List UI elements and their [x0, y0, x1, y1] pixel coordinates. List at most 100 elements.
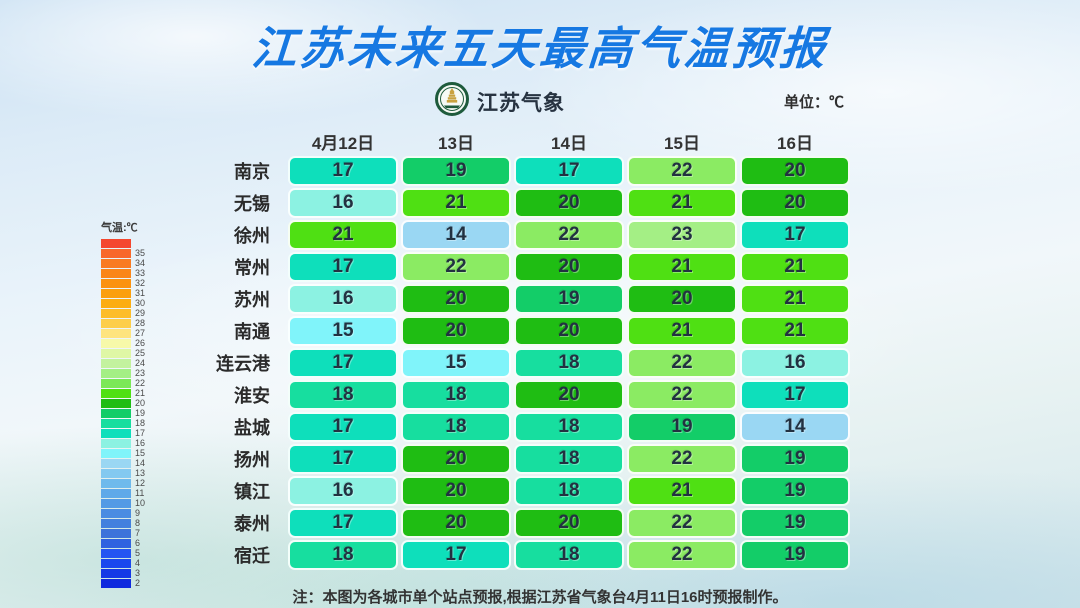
- legend-swatch: [101, 408, 131, 418]
- temp-cell: 17: [288, 412, 398, 442]
- legend-entry: 33: [101, 268, 145, 278]
- temp-cell: 19: [627, 412, 737, 442]
- temp-cell: 18: [514, 540, 624, 570]
- temp-cell: 21: [627, 188, 737, 218]
- temp-cell: 17: [740, 380, 850, 410]
- legend-entry: 15: [101, 448, 145, 458]
- legend-label: 5: [135, 547, 141, 558]
- legend-label: 29: [135, 307, 146, 318]
- temp-cell: 16: [740, 348, 850, 378]
- legend-label: 15: [135, 447, 146, 458]
- legend-label: 10: [135, 497, 146, 508]
- legend-entry: 26: [101, 338, 145, 348]
- city-label: 淮安: [234, 386, 270, 406]
- legend-swatch: [101, 438, 131, 448]
- city-label: 南京: [234, 162, 270, 182]
- temp-cell: 14: [401, 220, 511, 250]
- city-label: 徐州: [234, 226, 270, 246]
- temp-cell: 19: [740, 476, 850, 506]
- legend-label: 27: [135, 327, 146, 338]
- legend-swatch: [101, 468, 131, 478]
- brand-bar: 江苏气象: [0, 82, 1000, 121]
- city-label: 泰州: [234, 514, 270, 534]
- legend-entry: 19: [101, 408, 145, 418]
- legend-entry: 2: [101, 578, 145, 588]
- legend-entry: 34: [101, 258, 145, 268]
- city-label: 连云港: [216, 354, 270, 374]
- temp-cell: 18: [288, 540, 398, 570]
- legend-label: 32: [135, 277, 146, 288]
- temp-cell: 20: [514, 252, 624, 282]
- legend-swatch: [101, 248, 131, 258]
- legend-entry: 14: [101, 458, 145, 468]
- legend-swatch: [101, 568, 131, 578]
- legend-entry: 24: [101, 358, 145, 368]
- temp-cell: 20: [401, 316, 511, 346]
- legend-label: 25: [135, 347, 146, 358]
- legend-label: 18: [135, 417, 146, 428]
- temp-cell: 17: [288, 252, 398, 282]
- page-title: 江苏未来五天最高气温预报: [249, 23, 830, 74]
- legend-swatch: [101, 378, 131, 388]
- legend-entry: 18: [101, 418, 145, 428]
- legend-label: 30: [135, 297, 146, 308]
- legend-label: 20: [135, 397, 146, 408]
- temp-cell: 19: [514, 284, 624, 314]
- legend-entry: 22: [101, 378, 145, 388]
- temp-cell: 20: [401, 508, 511, 538]
- temp-cell: 20: [514, 316, 624, 346]
- legend-entry: 17: [101, 428, 145, 438]
- legend-swatch: [101, 548, 131, 558]
- legend-swatch: [101, 268, 131, 278]
- legend-entry: 6: [101, 538, 145, 548]
- table-body: 南京 17 19 17 22 20 无锡 16 21 20 21 20 徐州 21 14 22 23 17 常州 17…: [180, 155, 853, 571]
- temp-cell: 21: [740, 284, 850, 314]
- legend-swatch: [101, 478, 131, 488]
- city-label: 南通: [234, 322, 270, 342]
- forecast-table: 4月12日 13日 14日 15日 16日 南京 17 19 17 22 20 无锡 16 21 20 21…: [180, 128, 853, 571]
- legend-swatch: [101, 308, 131, 318]
- legend-entry: 29: [101, 308, 145, 318]
- city-label: 苏州: [234, 290, 270, 310]
- table-corner: [180, 128, 288, 155]
- legend-label: 12: [135, 477, 146, 488]
- temp-cell: 21: [288, 220, 398, 250]
- temp-cell: 20: [627, 284, 737, 314]
- temperature-legend: 气温:℃ 35 34 33 32 31 30 29 28 27 26 25 24 23 22 21 20 19 1…: [101, 219, 145, 588]
- temp-cell: 22: [627, 156, 737, 186]
- temp-cell: 15: [288, 316, 398, 346]
- legend-swatch: [101, 368, 131, 378]
- temp-cell: 20: [740, 156, 850, 186]
- legend-label: 21: [135, 387, 146, 398]
- legend-swatch: [101, 518, 131, 528]
- temp-cell: 18: [514, 476, 624, 506]
- legend-swatch: [101, 528, 131, 538]
- temp-cell: 19: [740, 444, 850, 474]
- legend-label: 22: [135, 377, 146, 388]
- legend-entry: 16: [101, 438, 145, 448]
- legend-label: 16: [135, 437, 146, 448]
- temp-cell: 17: [401, 540, 511, 570]
- footnote: 注：本图为各城市单个站点预报,根据江苏省气象台4月11日16时预报制作。: [292, 589, 788, 606]
- legend-swatch: [101, 418, 131, 428]
- legend-entry: 10: [101, 498, 145, 508]
- legend-swatch: [101, 458, 131, 468]
- column-header-date: 4月12日: [311, 134, 375, 153]
- temp-cell: 17: [514, 156, 624, 186]
- legend-swatch: [101, 238, 131, 248]
- temp-cell: 21: [401, 188, 511, 218]
- legend-swatch: [101, 488, 131, 498]
- temp-cell: 20: [514, 188, 624, 218]
- column-header-date: 13日: [438, 134, 474, 153]
- legend-swatch: [101, 258, 131, 268]
- legend-label: 19: [135, 407, 146, 418]
- legend-title: 气温:℃: [101, 222, 138, 234]
- legend-swatch: [101, 448, 131, 458]
- legend-entry: 11: [101, 488, 145, 498]
- legend-label: 7: [135, 527, 141, 538]
- temp-cell: 21: [627, 476, 737, 506]
- city-label: 盐城: [234, 418, 270, 438]
- temp-cell: 21: [627, 316, 737, 346]
- legend-label: 3: [135, 567, 141, 578]
